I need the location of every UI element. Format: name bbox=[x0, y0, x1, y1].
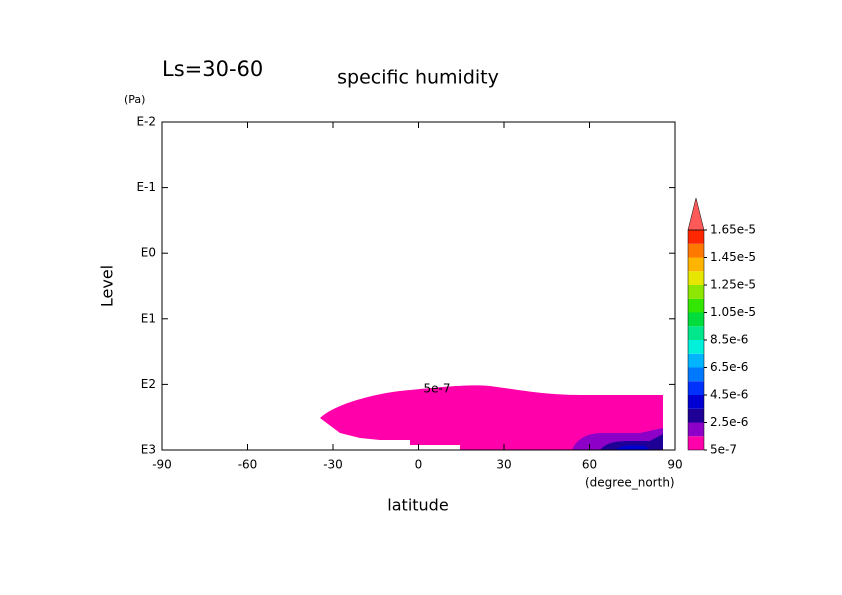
y-tick-label: E0 bbox=[141, 246, 156, 260]
colorbar-box bbox=[688, 312, 704, 327]
contour-region bbox=[600, 434, 663, 450]
x-tick-label: 90 bbox=[667, 458, 682, 472]
y-tick-label: E2 bbox=[141, 377, 156, 391]
colorbar-box bbox=[688, 271, 704, 285]
colorbar-box bbox=[688, 257, 704, 272]
colorbar-box bbox=[688, 298, 704, 313]
chart-title: specific humidity bbox=[337, 67, 499, 89]
colorbar-box bbox=[688, 381, 704, 395]
y-tick-label: E1 bbox=[141, 311, 156, 325]
colorbar-label: 5e-7 bbox=[710, 443, 737, 457]
colorbar-box bbox=[688, 395, 704, 409]
x-tick-label: -60 bbox=[238, 458, 258, 472]
y-unit: (Pa) bbox=[124, 93, 145, 106]
y-tick-label: E-1 bbox=[136, 180, 156, 194]
colorbar-label: 6.5e-6 bbox=[710, 360, 748, 374]
colorbar-label: 2.5e-6 bbox=[710, 415, 748, 429]
contour-region bbox=[320, 385, 663, 450]
contour-label: 5e-7 bbox=[424, 382, 451, 396]
y-axis-label: Level bbox=[98, 265, 117, 307]
contour-fills bbox=[320, 385, 663, 450]
colorbar-label: 1.65e-5 bbox=[710, 223, 756, 237]
colorbar-label: 1.25e-5 bbox=[710, 278, 756, 292]
colorbar-box bbox=[688, 367, 704, 382]
contour-region bbox=[615, 445, 650, 450]
y-tick-label: E3 bbox=[141, 443, 156, 457]
colorbar-box bbox=[688, 353, 704, 368]
colorbar-box bbox=[688, 436, 704, 450]
colorbar-label: 1.45e-5 bbox=[710, 250, 756, 264]
x-unit: (degree_north) bbox=[585, 476, 675, 490]
x-tick-label: -90 bbox=[152, 458, 172, 472]
x-tick-label: 60 bbox=[582, 458, 597, 472]
colorbar-label: 8.5e-6 bbox=[710, 333, 748, 347]
colorbar-box bbox=[688, 408, 704, 423]
colorbar-box bbox=[688, 422, 704, 437]
colorbar-label: 4.5e-6 bbox=[710, 388, 748, 402]
y-tick-label: E-2 bbox=[136, 115, 156, 129]
x-tick-label: 0 bbox=[415, 458, 423, 472]
colorbar-box bbox=[688, 326, 704, 340]
x-tick-label: 30 bbox=[496, 458, 511, 472]
x-tick-label: -30 bbox=[323, 458, 343, 472]
colorbar-label: 1.05e-5 bbox=[710, 305, 756, 319]
x-axis-label: latitude bbox=[387, 496, 448, 515]
colorbar-box bbox=[688, 285, 704, 299]
annotation: Ls=30-60 bbox=[162, 57, 263, 81]
colorbar-box bbox=[688, 340, 704, 354]
colorbar-box bbox=[688, 243, 704, 258]
colorbar-box bbox=[688, 230, 704, 244]
